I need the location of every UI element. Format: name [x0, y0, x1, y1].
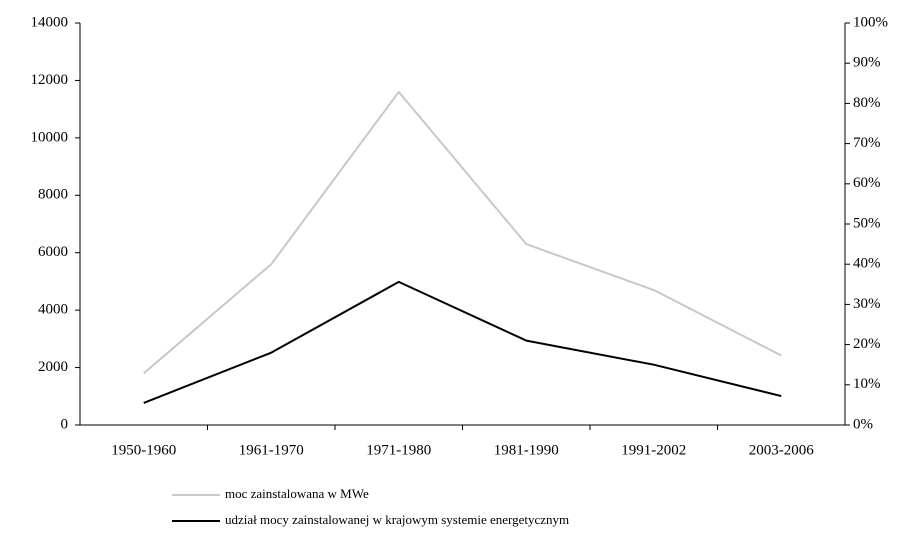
y2-tick-label: 50%	[853, 215, 881, 231]
y2-tick-label: 40%	[853, 256, 881, 272]
x-tick-label: 1981-1990	[494, 442, 559, 458]
legend: moc zainstalowana w MWe udział mocy zains…	[172, 486, 569, 527]
y2-tick-label: 20%	[853, 336, 881, 352]
legend-label: udział mocy zainstalowanej w krajowym sy…	[225, 512, 569, 527]
y-tick-label: 14000	[31, 14, 69, 30]
y-tick-label: 6000	[38, 244, 68, 260]
y-tick-label: 0	[61, 416, 69, 432]
x-tick-label: 1961-1970	[239, 442, 304, 458]
y2-tick-label: 70%	[853, 135, 881, 151]
y-tick-label: 12000	[31, 72, 69, 88]
y-tick-label: 10000	[31, 129, 69, 145]
y2-tick-label: 90%	[853, 55, 881, 71]
y2-tick-label: 60%	[853, 175, 881, 191]
y2-tick-label: 0%	[853, 416, 873, 432]
x-tick-label: 2003-2006	[749, 442, 814, 458]
legend-label: moc zainstalowana w MWe	[225, 486, 369, 501]
y-tick-label: 8000	[38, 187, 68, 203]
y2-tick-label: 100%	[853, 14, 888, 30]
x-tick-label: 1950-1960	[111, 442, 176, 458]
y-tick-label: 4000	[38, 302, 68, 318]
series-line	[143, 90, 782, 375]
y2-tick-label: 10%	[853, 376, 881, 392]
y2-tick-label: 30%	[853, 296, 881, 312]
x-tick-label: 1991-2002	[621, 442, 686, 458]
series-line	[143, 280, 782, 404]
y2-tick-label: 80%	[853, 95, 881, 111]
x-tick-label: 1971-1980	[366, 442, 431, 458]
y-tick-label: 2000	[38, 359, 68, 375]
